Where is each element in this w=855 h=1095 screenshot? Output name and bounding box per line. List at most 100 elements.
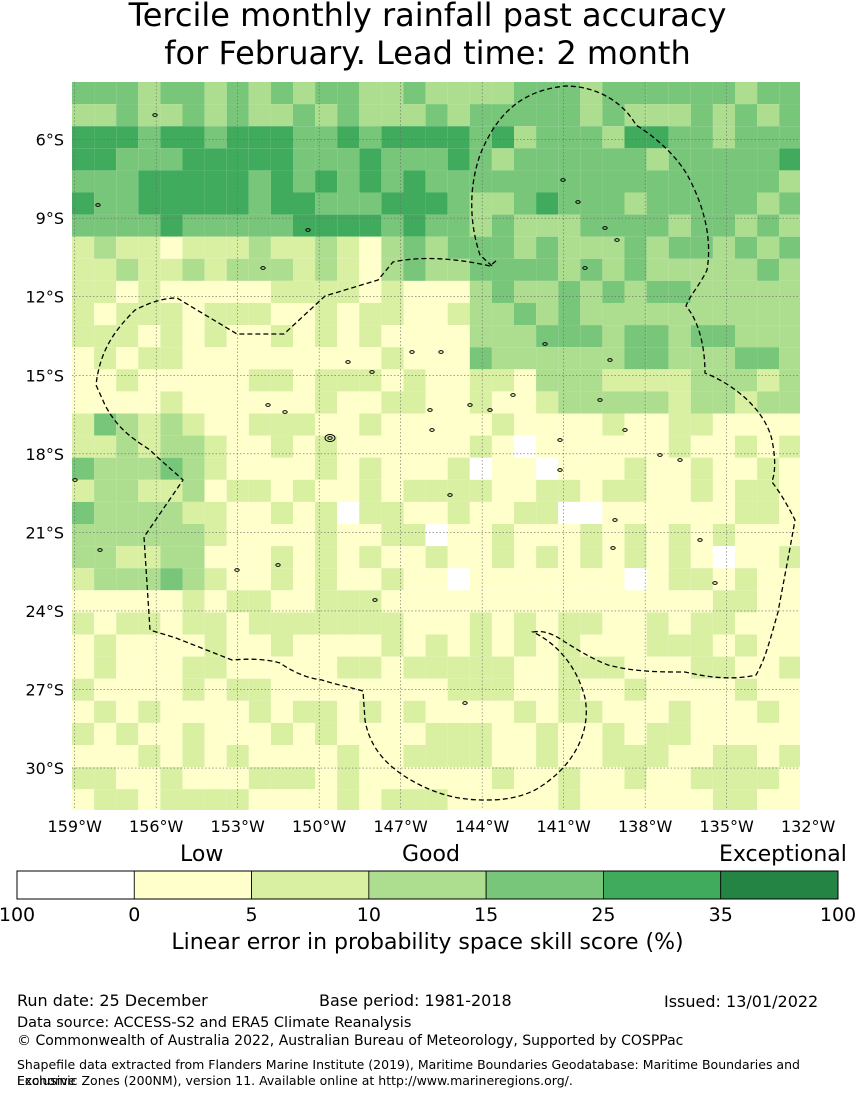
grid-cell [315, 192, 338, 215]
grid-cell [779, 104, 800, 127]
grid-cell [359, 170, 382, 193]
grid-cell [425, 413, 448, 436]
grid-cell [580, 126, 603, 149]
grid-cell [72, 369, 95, 392]
graticule-lines [72, 82, 800, 810]
grid-cell [116, 325, 139, 348]
grid-cell [315, 236, 338, 259]
grid-cell [646, 789, 669, 810]
grid-cell [646, 767, 669, 790]
grid-cell [182, 82, 205, 105]
grid-cell [580, 347, 603, 370]
grid-cell [646, 170, 669, 193]
grid-cell [226, 457, 249, 480]
colorbar-tick-label: 100 [0, 904, 35, 926]
grid-cell [138, 546, 161, 569]
grid-cell [536, 745, 559, 768]
grid-cell [94, 457, 117, 480]
grid-cell [690, 280, 713, 303]
grid-cell [359, 745, 382, 768]
grid-cell [757, 280, 780, 303]
grid-cell [182, 745, 205, 768]
grid-cell [116, 767, 139, 790]
island-outline [275, 563, 281, 567]
grid-cell [381, 126, 404, 149]
colorbar-label-exceptional: Exceptional [719, 842, 847, 867]
grid-cell [757, 700, 780, 723]
grid-cell [293, 435, 316, 458]
grid-cell [469, 369, 492, 392]
grid-cell [425, 236, 448, 259]
grid-cell [491, 590, 514, 613]
grid-cell [668, 435, 691, 458]
grid-cell [138, 347, 161, 370]
grid-cell [337, 325, 360, 348]
island-outline [447, 493, 453, 497]
grid-cell [315, 126, 338, 149]
grid-cell [779, 435, 800, 458]
island-outline [369, 370, 375, 374]
grid-cell [536, 568, 559, 591]
grid-cell [293, 280, 316, 303]
grid-cell [646, 391, 669, 414]
grid-cell [359, 126, 382, 149]
grid-cell [182, 280, 205, 303]
grid-cell [514, 435, 537, 458]
grid-cell [668, 170, 691, 193]
grid-cell [712, 767, 735, 790]
island-outline [282, 410, 288, 414]
grid-cell [447, 347, 470, 370]
grid-cell [536, 678, 559, 701]
grid-cell [447, 325, 470, 348]
grid-cell [580, 258, 603, 281]
grid-cell [624, 214, 647, 237]
grid-cell [757, 214, 780, 237]
grid-cell [293, 413, 316, 436]
grid-cell [690, 700, 713, 723]
grid-cell [735, 391, 758, 414]
grid-cell [425, 347, 448, 370]
grid-cell [182, 722, 205, 745]
colorbar-segment [485, 870, 604, 900]
grid-cell [403, 678, 426, 701]
grid-cell [315, 634, 338, 657]
grid-cell [160, 148, 183, 171]
grid-cell [403, 104, 426, 127]
grid-cell [469, 501, 492, 524]
grid-cell [735, 767, 758, 790]
grid-cell [779, 413, 800, 436]
grid-cell [337, 170, 360, 193]
grid-cell [514, 612, 537, 635]
grid-cell [359, 789, 382, 810]
island-outline [305, 228, 311, 232]
grid-cell [425, 722, 448, 745]
grid-cell [469, 457, 492, 480]
grid-cell [138, 634, 161, 657]
grid-cell [248, 700, 271, 723]
grid-cell [337, 546, 360, 569]
grid-cell [204, 590, 227, 613]
grid-cell [337, 457, 360, 480]
grid-cell [293, 104, 316, 127]
grid-cell [293, 347, 316, 370]
grid-cell [514, 280, 537, 303]
grid-cell [712, 82, 735, 105]
grid-cell [270, 678, 293, 701]
grid-cell [160, 479, 183, 502]
grid-cell [204, 413, 227, 436]
grid-cell [403, 347, 426, 370]
grid-cell [72, 258, 95, 281]
grid-cell [72, 479, 95, 502]
grid-cell [248, 148, 271, 171]
grid-cell [580, 435, 603, 458]
grid-cell [514, 369, 537, 392]
grid-cell [226, 479, 249, 502]
grid-cell [403, 192, 426, 215]
grid-cell [580, 568, 603, 591]
grid-cell [293, 479, 316, 502]
grid-cell [735, 524, 758, 547]
grid-cell [491, 369, 514, 392]
grid-cell [602, 148, 625, 171]
grid-cell [779, 789, 800, 810]
grid-cell [160, 700, 183, 723]
